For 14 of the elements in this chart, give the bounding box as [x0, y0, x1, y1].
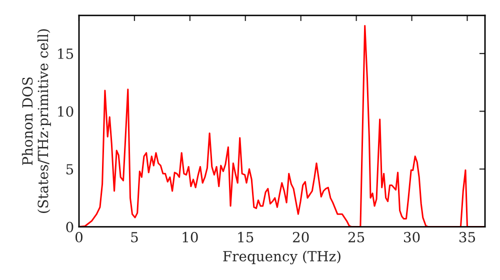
y-tick-label: 5: [66, 164, 74, 175]
x-tick-label: 0: [75, 232, 82, 242]
y-tick-label: 0: [66, 222, 74, 232]
y-tick-label: 15: [58, 48, 74, 59]
x-tick-label: 10: [182, 232, 198, 242]
x-axis-title: Frequency (THz): [223, 250, 340, 264]
x-tick-label: 20: [292, 232, 309, 242]
x-tick-label: 25: [348, 232, 364, 242]
x-tick-label: 35: [459, 232, 476, 242]
y-tick-label: 10: [58, 106, 74, 117]
y-axis-title: Phonon DOS (States/THz·primitive cell): [22, 29, 51, 213]
x-tick-label: 15: [238, 232, 254, 242]
x-tick-label: 30: [404, 232, 420, 242]
x-tick-label: 5: [131, 232, 138, 242]
